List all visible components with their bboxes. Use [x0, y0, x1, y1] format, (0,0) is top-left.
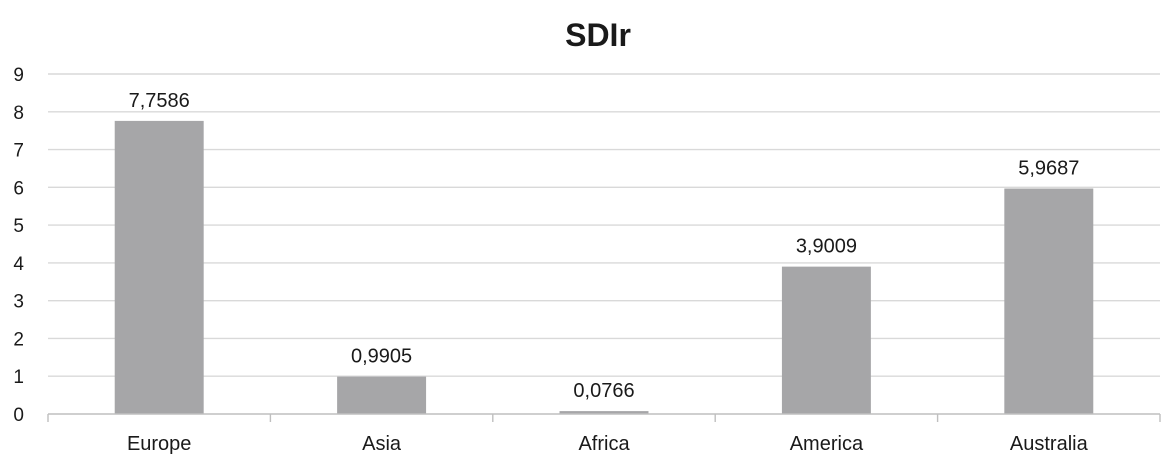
category-label: America	[790, 433, 864, 455]
data-labels: 7,7586 0,9905 0,0766 3,9009 5,9687	[129, 90, 1080, 402]
y-tick-label: 4	[13, 254, 24, 275]
bars	[114, 120, 1094, 414]
y-tick-label: 8	[13, 103, 24, 124]
data-label: 7,7586	[129, 90, 190, 112]
bar-europe	[114, 120, 204, 414]
category-label: Asia	[362, 433, 402, 455]
y-axis-ticks: 0 1 2 3 4 5 6 7 8 9	[13, 65, 24, 426]
y-tick-label: 7	[13, 141, 24, 162]
y-tick-label: 9	[13, 65, 24, 86]
category-label: Australia	[1010, 433, 1089, 455]
chart-title: SDIr	[565, 17, 631, 53]
bar-asia	[337, 376, 427, 414]
y-tick-label: 6	[13, 178, 24, 199]
y-tick-label: 1	[13, 367, 24, 388]
bar-africa	[559, 411, 649, 414]
x-axis	[47, 413, 1161, 422]
data-label: 3,9009	[796, 236, 857, 258]
y-tick-label: 5	[13, 216, 24, 237]
data-label: 0,0766	[573, 380, 634, 402]
y-tick-label: 3	[13, 292, 24, 313]
y-tick-label: 0	[13, 405, 24, 426]
y-tick-label: 2	[13, 329, 24, 350]
data-label: 5,9687	[1018, 158, 1079, 180]
bar-australia	[1004, 188, 1094, 414]
category-label: Africa	[578, 433, 630, 455]
gridlines	[48, 73, 1160, 377]
category-label: Europe	[127, 433, 192, 455]
category-labels: Europe Asia Africa America Australia	[127, 433, 1089, 455]
bar-america	[781, 266, 871, 414]
data-label: 0,9905	[351, 346, 412, 368]
